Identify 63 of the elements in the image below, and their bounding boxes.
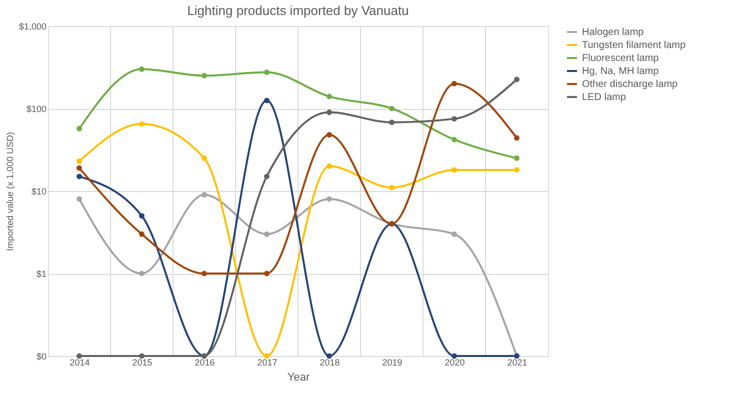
legend-label: Halogen lamp [582,27,644,38]
x-tick-label: 2015 [132,358,152,368]
point [139,270,144,276]
x-tick-label: 2021 [507,358,528,368]
x-tick-label: 2014 [70,358,90,368]
legend-label: Hg, Na, MH lamp [582,66,660,77]
point [76,174,82,180]
point [76,196,82,202]
legend-label: Fluorescent lamp [582,53,660,64]
point [139,231,144,237]
point [264,70,270,75]
point [202,72,207,78]
point [326,110,332,116]
point [326,94,332,100]
y-axis-title: Imported value (x 1,000 USD) [4,132,15,252]
point [514,135,520,141]
point [139,121,144,127]
legend-label: Other discharge lamp [582,79,678,90]
point [452,231,457,237]
y-tick-label: $1,000 [18,22,46,32]
point [139,353,144,359]
y-tick-label: $1 [36,269,46,279]
point [76,353,82,359]
point [389,106,394,112]
point [264,353,270,359]
point [264,231,270,237]
point [139,66,144,72]
legend-label: LED lamp [582,92,626,103]
point [514,76,520,82]
point [452,167,457,173]
point [76,165,82,171]
point [202,270,207,276]
point [514,155,520,161]
point [452,353,457,359]
point [76,158,82,164]
x-tick-label: 2016 [194,358,215,368]
point [389,184,394,190]
point [326,353,332,359]
y-tick-label: $0 [36,352,46,362]
point [264,174,270,180]
point [264,98,270,104]
point [202,155,207,161]
x-tick-label: 2018 [320,358,340,368]
legend-label: Tungsten filament lamp [582,40,686,51]
point [326,163,332,169]
point [514,167,520,173]
x-tick-label: 2017 [257,358,278,368]
y-tick-label: $10 [31,186,46,196]
chart-title: Lighting products imported by Vanuatu [187,3,409,18]
point [264,270,270,276]
y-tick-label: $100 [26,104,46,114]
x-tick-label: 2020 [444,358,465,368]
x-axis-title: Year [287,372,310,384]
point [76,126,82,132]
point [452,136,457,142]
point [326,196,332,202]
point [389,120,394,126]
point [452,116,457,122]
point [139,213,144,219]
point [452,80,457,86]
x-tick-label: 2019 [382,358,402,368]
point [326,132,332,138]
point [202,192,207,198]
